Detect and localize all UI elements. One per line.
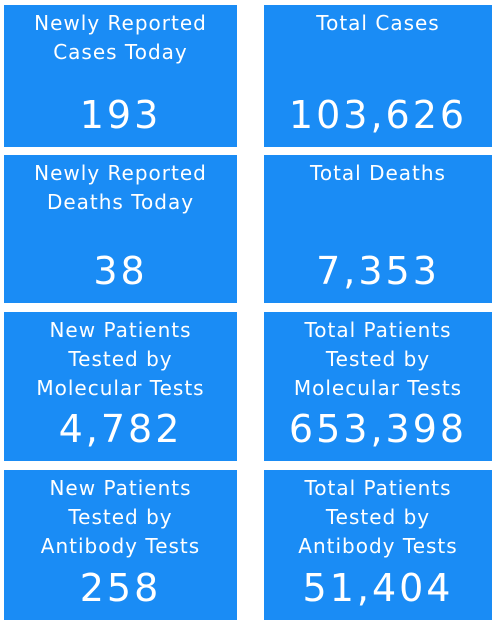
tile-value: 193 [79, 93, 162, 137]
tile-label: Newly Reported Cases Today [34, 11, 207, 64]
tile-value: 4,782 [58, 407, 183, 451]
stat-tile: Total Patients Tested by Molecular Tests… [264, 312, 492, 461]
tile-value: 258 [79, 566, 162, 610]
tile-label: Total Deaths [310, 161, 446, 185]
tile-label: Total Patients Tested by Molecular Tests [293, 318, 463, 400]
stat-tile: Total Deaths 7,353 [264, 155, 492, 303]
stat-tile: Total Patients Tested by Antibody Tests 5… [264, 470, 492, 620]
tile-label: New Patients Tested by Molecular Tests [36, 318, 205, 400]
tile-label: New Patients Tested by Antibody Tests [40, 476, 201, 558]
tile-value: 51,404 [302, 566, 454, 610]
stat-tile: Newly Reported Cases Today 193 [4, 5, 237, 147]
tile-value: 103,626 [288, 93, 468, 137]
tile-value: 7,353 [316, 249, 440, 293]
stat-tile: Newly Reported Deaths Today 38 [4, 155, 237, 303]
stat-tile: New Patients Tested by Antibody Tests 258 [4, 470, 237, 620]
stat-tile: New Patients Tested by Molecular Tests 4,… [4, 312, 237, 461]
tile-label: Total Cases [316, 11, 440, 35]
tile-label: Total Patients Tested by Antibody Tests [298, 476, 458, 558]
tile-value: 653,398 [288, 407, 468, 451]
tile-value: 38 [93, 249, 148, 293]
stat-tile: Total Cases 103,626 [264, 5, 492, 147]
tile-label: Newly Reported Deaths Today [34, 161, 207, 214]
